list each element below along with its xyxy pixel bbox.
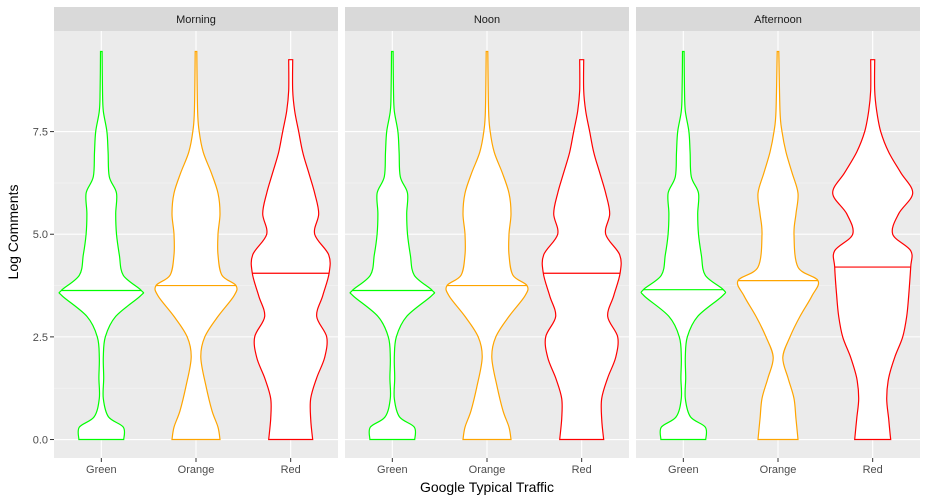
y-axis-title: Log Comments: [5, 185, 21, 280]
facet-strip-label: Afternoon: [754, 14, 802, 26]
facet-panel-noon: Noon Green Orange Red: [345, 7, 629, 476]
x-tick-label: Red: [863, 464, 883, 476]
x-tick-label: Green: [86, 464, 117, 476]
facet-panel-morning: Morning Green Orange Red: [54, 7, 338, 476]
x-tick-label: Green: [668, 464, 699, 476]
violin-orange: [154, 50, 238, 441]
y-tick-label: 0.0: [33, 435, 48, 447]
violin-green: [349, 50, 436, 441]
facet-panel-afternoon: Afternoon Green Orange Red: [636, 7, 920, 476]
violin-orange: [736, 50, 820, 441]
x-tick-label: Orange: [178, 464, 215, 476]
x-tick-label: Orange: [469, 464, 506, 476]
facet-strip: [54, 7, 338, 31]
facet-strip-label: Noon: [474, 14, 500, 26]
x-tick-label: Green: [377, 464, 408, 476]
violin-red: [832, 59, 914, 441]
x-tick-label: Red: [281, 464, 301, 476]
y-tick-label: 5.0: [33, 229, 48, 241]
facet-strip: [345, 7, 629, 31]
x-axis-title: Google Typical Traffic: [420, 479, 554, 495]
violin-orange: [445, 50, 529, 441]
y-tick-label: 7.5: [33, 127, 48, 139]
facet-strip: [636, 7, 920, 31]
violin-red: [541, 59, 622, 441]
facet-strip-label: Morning: [176, 14, 216, 26]
violin-red: [250, 59, 331, 441]
x-tick-label: Orange: [760, 464, 797, 476]
y-tick-label: 2.5: [33, 332, 48, 344]
violin-green: [58, 50, 145, 441]
y-axis: 0.0 2.5 5.0 7.5: [33, 127, 54, 447]
x-tick-label: Red: [572, 464, 592, 476]
violin-green: [640, 50, 727, 441]
